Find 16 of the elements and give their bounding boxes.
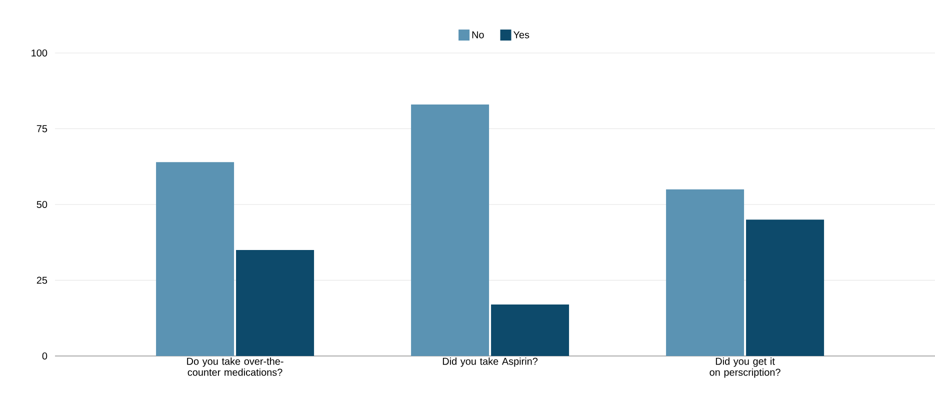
bar bbox=[491, 304, 570, 356]
legend-label: No bbox=[472, 31, 484, 38]
bar bbox=[236, 250, 314, 356]
y-tick-label: 25 bbox=[36, 276, 48, 284]
y-tick-label: 50 bbox=[36, 200, 48, 208]
x-tick-label: Did you get it on perscription? bbox=[710, 358, 780, 378]
legend-label: Yes bbox=[513, 31, 530, 38]
bar bbox=[411, 104, 490, 356]
bar bbox=[666, 189, 744, 356]
bar bbox=[746, 220, 824, 356]
y-tick-label: 75 bbox=[36, 125, 48, 132]
x-tick-label: Did you take Aspirin? bbox=[442, 358, 538, 367]
y-tick-label: 100 bbox=[32, 49, 48, 57]
x-tick-label: Do you take over-the-counter medications? bbox=[187, 358, 284, 376]
y-tick-label: 0 bbox=[42, 352, 48, 360]
bar bbox=[156, 162, 234, 356]
